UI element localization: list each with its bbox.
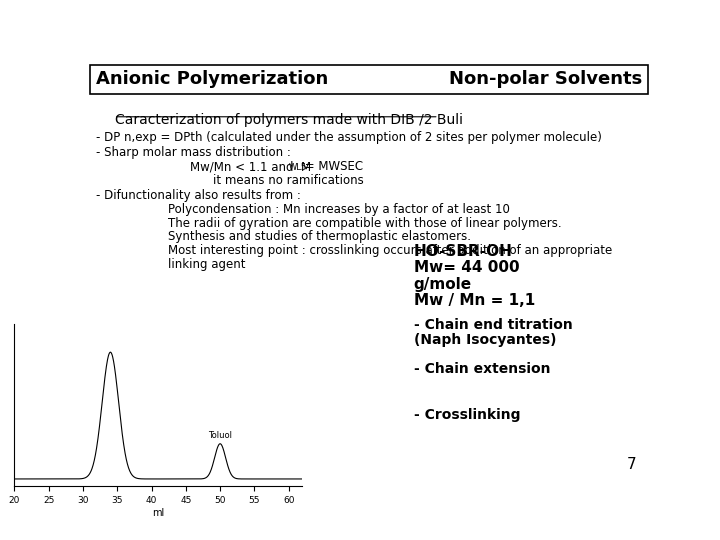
Text: WL5: WL5	[289, 163, 307, 172]
Text: - Chain extension: - Chain extension	[413, 362, 550, 376]
Text: it means no ramifications: it means no ramifications	[213, 174, 364, 187]
Text: Toluol: Toluol	[208, 430, 232, 440]
Text: Mw= 44 000: Mw= 44 000	[413, 260, 519, 275]
Text: - Chain end titration: - Chain end titration	[413, 319, 572, 333]
Text: Most interesting point : crosslinking occurs after addition of an appropriate: Most interesting point : crosslinking oc…	[168, 244, 613, 257]
Text: (Naph Isocyantes): (Naph Isocyantes)	[413, 333, 556, 347]
Text: Non-polar Solvents: Non-polar Solvents	[449, 70, 642, 89]
Text: Caracterization of polymers made with DIB /2 Buli: Caracterization of polymers made with DI…	[115, 113, 463, 126]
Text: Polycondensation : Mn increases by a factor of at least 10: Polycondensation : Mn increases by a fac…	[168, 203, 510, 216]
Text: Mw / Mn = 1,1: Mw / Mn = 1,1	[413, 294, 535, 308]
Text: - Difunctionality also results from :: - Difunctionality also results from :	[96, 188, 300, 202]
Text: - Sharp molar mass distribution :: - Sharp molar mass distribution :	[96, 146, 290, 159]
Text: The radii of gyration are compatible with those of linear polymers.: The radii of gyration are compatible wit…	[168, 217, 562, 230]
Text: 7: 7	[627, 457, 637, 472]
Text: HO-SBR-OH: HO-SBR-OH	[413, 244, 513, 259]
Text: - Crosslinking: - Crosslinking	[413, 408, 520, 422]
Text: SEC Diagram: SEC Diagram	[107, 446, 217, 460]
Text: - DP n,exp = DPth (calculated under the assumption of 2 sites per polymer molecu: - DP n,exp = DPth (calculated under the …	[96, 131, 601, 144]
X-axis label: ml: ml	[152, 508, 165, 517]
Text: Anionic Polymerization: Anionic Polymerization	[96, 70, 328, 89]
Text: = MWSEC: = MWSEC	[301, 160, 363, 173]
Text: Synthesis and studies of thermoplastic elastomers.: Synthesis and studies of thermoplastic e…	[168, 230, 471, 244]
Text: linking agent: linking agent	[168, 258, 246, 271]
FancyBboxPatch shape	[90, 65, 648, 94]
Text: g/mole: g/mole	[413, 277, 472, 292]
Text: Mw/Mn < 1.1 and  M: Mw/Mn < 1.1 and M	[190, 160, 312, 173]
